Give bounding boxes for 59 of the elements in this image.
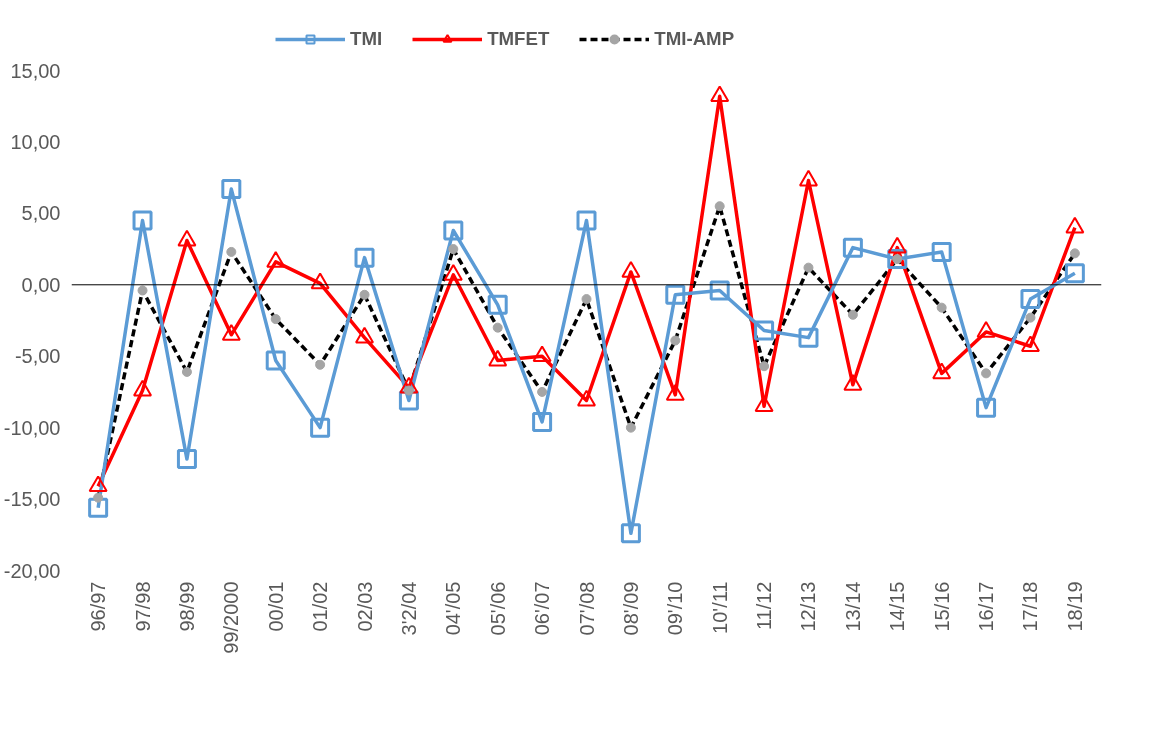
point — [1020, 289, 1041, 310]
point — [576, 210, 597, 231]
point — [532, 345, 552, 363]
y-tick-label: -20,00 — [3, 559, 61, 582]
point — [354, 247, 375, 268]
x-tick-label: 15/16 — [930, 581, 953, 632]
legend-label: TMI — [350, 28, 383, 50]
point — [976, 397, 997, 418]
y-tick-label: -5,00 — [14, 345, 61, 368]
x-tick-label: 08'/09 — [619, 581, 642, 636]
y-tick-label: 10,00 — [10, 130, 61, 153]
point — [1020, 335, 1040, 353]
x-tick-label: 12/13 — [797, 581, 820, 632]
x-tick-label: 01/02 — [309, 581, 332, 632]
x-tick-label: 17/18 — [1019, 581, 1042, 632]
x-tick-label: 02/03 — [353, 581, 376, 632]
point — [754, 320, 775, 341]
x-tick-label: 00/01 — [264, 581, 287, 632]
point — [88, 475, 108, 493]
point — [265, 350, 286, 371]
point — [221, 179, 242, 200]
x-tick-label: 96/97 — [87, 581, 110, 632]
x-tick-label: 09'/10 — [664, 581, 687, 636]
point — [532, 411, 553, 432]
point — [310, 417, 331, 438]
x-tick-label: 07'/08 — [575, 581, 598, 636]
legend-label: TMI-AMP — [654, 28, 735, 50]
x-tick-label: 11/12 — [753, 581, 776, 631]
point — [620, 523, 641, 544]
x-tick-label: 16/17 — [975, 581, 998, 632]
point — [88, 497, 109, 518]
point — [842, 237, 863, 258]
x-tick-label: 04'/05 — [442, 581, 465, 636]
y-tick-label: -15,00 — [3, 488, 61, 511]
y-tick-label: 0,00 — [21, 273, 61, 296]
x-tick-label: 05'/06 — [486, 581, 509, 636]
point — [709, 280, 730, 301]
x-tick-label: 97/98 — [131, 581, 154, 632]
point — [665, 284, 686, 305]
point — [931, 241, 952, 262]
point — [176, 449, 197, 470]
legend-label: TMFET — [487, 28, 550, 50]
point — [443, 220, 464, 241]
point — [754, 395, 774, 413]
x-tick-label: 10'/11 — [708, 581, 731, 634]
point — [487, 294, 508, 315]
x-tick-label: 13/14 — [841, 581, 864, 632]
x-tick-label: 3'2/04 — [397, 581, 420, 636]
point — [132, 210, 153, 231]
x-tick-label: 98/99 — [175, 581, 198, 632]
point — [1064, 263, 1085, 284]
x-tick-label: 06'/07 — [531, 581, 554, 636]
x-tick-label: 99/2000 — [220, 581, 243, 654]
y-tick-label: 15,00 — [10, 59, 61, 82]
x-tick-label: 18/19 — [1063, 581, 1086, 632]
point — [798, 327, 819, 348]
y-tick-label: 5,00 — [21, 202, 61, 225]
x-tick-label: 14/15 — [886, 581, 909, 632]
y-tick-label: -10,00 — [3, 416, 61, 439]
